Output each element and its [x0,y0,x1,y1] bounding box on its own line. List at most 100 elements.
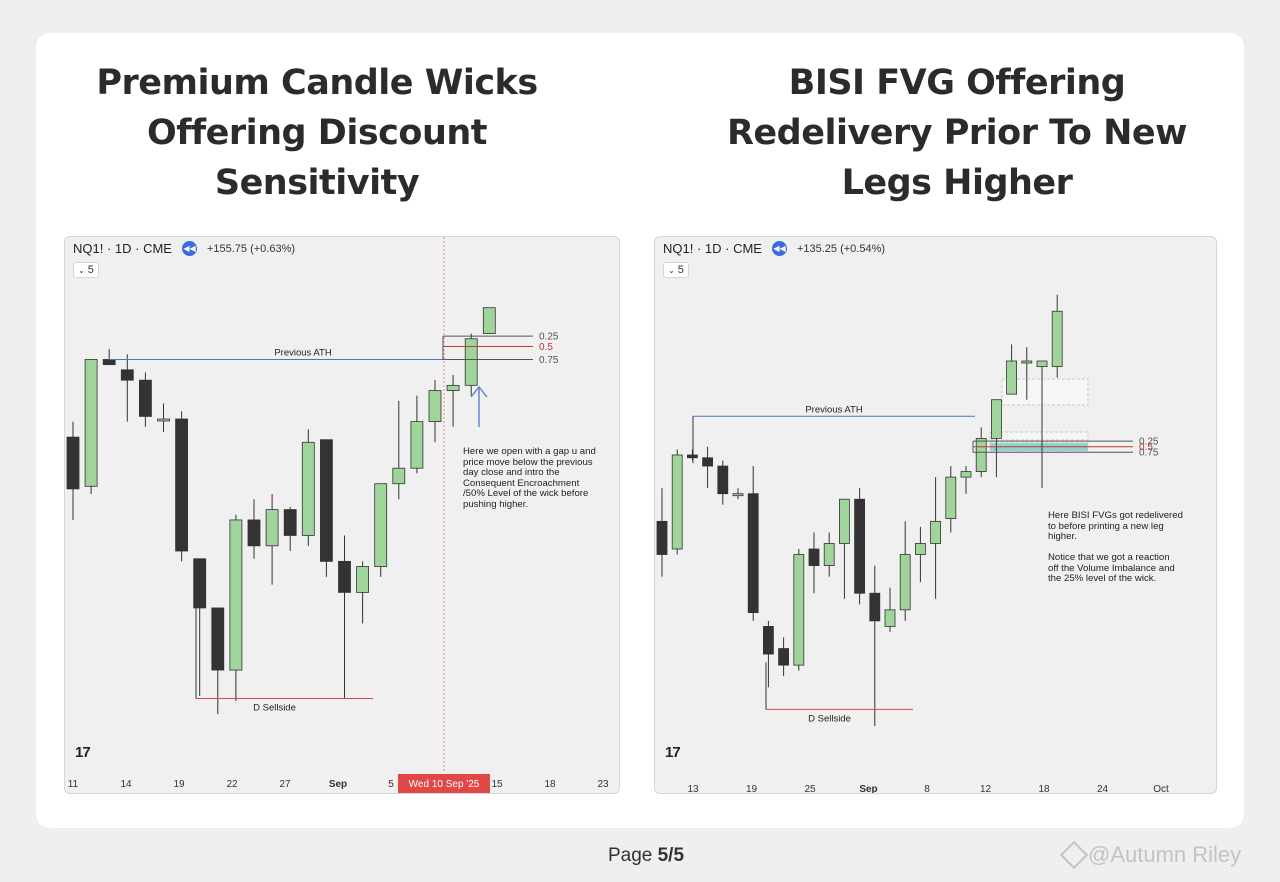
x-tick-label: 15 [491,779,503,790]
page-indicator: Page 5/5 [0,845,1280,867]
right-chart-header: NQ1! · 1D · CME ◀◀ +135.25 (+0.54%) [663,241,885,256]
symbol-label: NQ1! · 1D · CME [663,241,762,256]
bullish-candle [899,554,911,611]
right-annotation-note: Here BISI FVGs got redelivered to before… [1048,510,1183,584]
page-number: 5/5 [657,845,685,866]
bearish-candle [211,607,225,671]
bearish-candle [763,626,774,655]
left-chart-header: NQ1! · 1D · CME ◀◀ +155.75 (+0.63%) [73,241,295,256]
bullish-candle [410,421,424,469]
fib-level-label: 0.25 [539,332,559,343]
fib-level-label: 0.5 [1139,442,1153,453]
x-tick-label: 18 [1038,784,1050,794]
bullish-candle [732,493,744,497]
bullish-candle [838,498,850,544]
indicator-badge[interactable]: ⌄ 5 [73,262,99,278]
bullish-candle [1006,360,1018,395]
bearish-candle [869,592,881,622]
bearish-candle [656,520,668,555]
page-label: Page [607,845,658,866]
fib-level-label: 0.5 [539,342,553,353]
left-chart-panel: 11 14 19 22 27 Sep 5 Wed 10 Sep '25 15 18 23 Previo… [64,236,620,794]
x-tick-label: 5 [388,779,394,790]
bearish-candle [338,560,351,593]
bullish-candle [793,554,805,666]
bullish-candle [392,467,406,485]
x-tick-label: 22 [226,779,238,790]
watermark-text: @Autumn Riley [1088,842,1242,867]
x-tick-label: Oct [1153,784,1169,794]
x-tick-label: 8 [924,784,930,794]
bullish-candle [1021,360,1033,364]
bearish-candle [283,509,297,536]
chevron-down-icon: ⌄ [78,265,85,275]
bearish-candle [854,498,866,594]
bullish-candle [671,454,683,550]
bullish-candle [823,543,835,566]
bearish-candle [139,379,152,417]
bullish-candle [229,519,243,671]
bullish-candle [914,543,926,555]
fib-level-label: 0.75 [539,355,559,366]
right-chart-title: BISI FVG Offering Redelivery Prior To Ne… [726,63,1188,203]
watermark: @Autumn Riley [1059,840,1242,870]
up-arrow-head-icon [470,385,488,398]
bearish-candle [66,436,80,490]
bearish-candle [319,439,333,562]
x-tick-label: 19 [746,784,758,794]
x-tick-label: 24 [1097,784,1109,794]
x-tick-label: 19 [173,779,185,790]
badge-value: 5 [87,264,94,276]
watermark-logo-icon [1059,840,1089,870]
x-tick-label: 11 [68,779,79,790]
bullish-candle [446,384,460,391]
sellside-label: D Sellside [253,703,296,714]
bullish-candle [960,471,972,478]
bullish-candle [1036,360,1048,367]
previous-ath-label: Previous ATH [805,404,863,415]
left-chart-title: Premium Candle Wicks Offering Discount S… [96,63,538,203]
bullish-candle [157,418,170,422]
tradingview-logo-icon: 17 [75,744,91,761]
bullish-candle [930,520,942,544]
x-tick-label: 13 [687,784,699,794]
bearish-candle [808,548,820,566]
bullish-candle [945,476,957,519]
x-tick-label: 25 [804,784,816,794]
bullish-candle [990,399,1002,439]
bullish-candle [464,338,478,386]
chevron-down-icon: ⌄ [668,265,675,275]
bearish-candle [120,369,134,381]
bearish-candle [193,558,207,609]
bearish-candle [778,648,789,666]
fib-level-label: 0.75 [1139,448,1159,459]
bearish-candle [717,465,729,495]
bearish-candle [247,519,261,547]
price-change: +155.75 (+0.63%) [206,242,296,255]
left-candlestick-chart: 11 14 19 22 27 Sep 5 Wed 10 Sep '25 15 18 23 Previo… [66,237,609,793]
bullish-candle [84,359,98,487]
rewind-icon[interactable]: ◀◀ [181,241,197,256]
x-tick-label: 14 [120,779,132,790]
indicator-badge[interactable]: ⌄ 5 [663,262,689,278]
symbol-label: NQ1! · 1D · CME [73,241,172,256]
bullish-candle [301,441,315,536]
x-tick-label-highlight: Wed 10 Sep '25 [409,779,480,790]
bullish-candle [1051,310,1063,367]
left-annotation-note: Here we open with a gap u and price move… [463,446,596,510]
x-tick-label: 23 [597,779,609,790]
bullish-candle [428,390,442,422]
bullish-candle [884,609,896,627]
bearish-candle [702,457,713,467]
previous-ath-label: Previous ATH [274,347,332,358]
bullish-candle [482,307,496,334]
price-change: +135.25 (+0.54%) [796,242,886,255]
right-candlestick-chart: 13 19 25 Sep 8 12 18 24 Oct Previous ATH 0.250.50.… [656,294,1169,794]
bullish-candle [356,566,370,593]
bullish-candle [374,483,388,567]
bearish-candle [175,418,188,552]
fib-level-label: 0.25 [1139,437,1159,448]
x-tick-label: 12 [980,784,992,794]
rewind-icon[interactable]: ◀◀ [771,241,787,256]
x-tick-label: 27 [279,779,291,790]
